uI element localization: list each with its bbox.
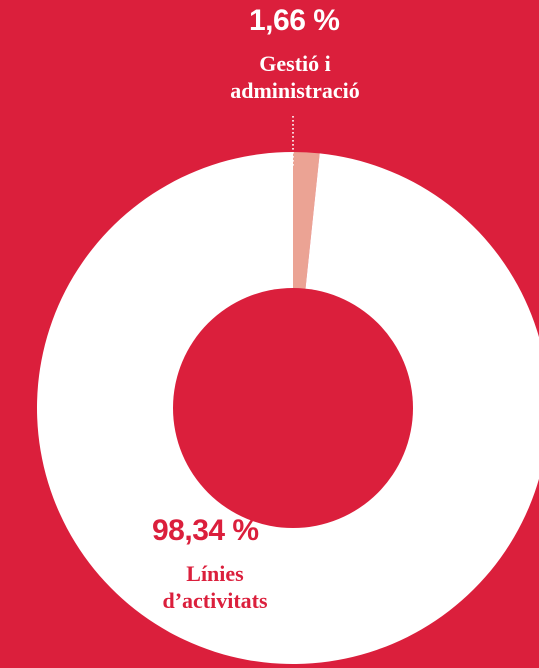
donut-hole <box>173 288 413 528</box>
slice-label-gestio-line-2: administració <box>230 78 360 103</box>
slice-label-linies: Línies d’activitats <box>110 560 320 614</box>
slice-label-gestio: Gestió i administració <box>190 50 400 104</box>
slice-percent-linies: 98,34 % <box>152 514 259 547</box>
slice-percent-gestio: 1,66 % <box>249 4 340 37</box>
slice-label-gestio-line-1: Gestió i <box>259 51 331 76</box>
slice-label-linies-line-2: d’activitats <box>162 588 268 613</box>
slice-label-linies-line-1: Línies <box>186 561 244 586</box>
